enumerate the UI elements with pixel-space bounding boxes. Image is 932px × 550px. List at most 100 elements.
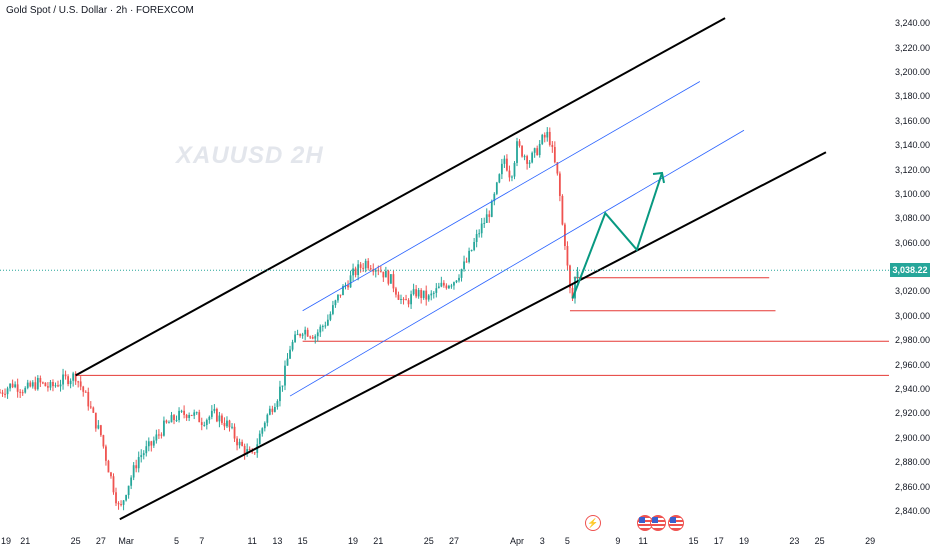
candle-body <box>470 249 473 251</box>
candle-body <box>241 441 244 446</box>
candle-body <box>435 288 438 293</box>
candle-body <box>168 422 170 424</box>
candle-body <box>558 173 561 196</box>
candle-body <box>352 268 354 276</box>
candle-body <box>69 380 72 385</box>
candle-body <box>503 158 506 164</box>
candle-body <box>395 288 397 295</box>
candle-body <box>125 495 127 501</box>
price-tick-label: 2,840.00 <box>895 505 931 516</box>
candle-body <box>72 373 75 381</box>
time-tick-label: 15 <box>688 536 699 546</box>
candle-body <box>248 449 251 451</box>
candle-body <box>84 391 87 393</box>
time-tick-label: 5 <box>564 536 570 546</box>
symbol-watermark: XAUUSD 2H <box>176 142 324 169</box>
price-tick-label: 2,880.00 <box>895 457 931 468</box>
candle-body <box>546 131 549 138</box>
candle-body <box>349 275 352 288</box>
price-tick-label: 2,960.00 <box>895 359 931 370</box>
candle-body <box>34 382 37 390</box>
price-tick-label: 2,940.00 <box>895 383 931 394</box>
price-tick-label: 2,980.00 <box>895 335 931 346</box>
candle-body <box>334 300 337 306</box>
current-price-tag: 3,038.22 <box>890 263 930 278</box>
candle-body <box>279 386 281 402</box>
candle-body <box>301 334 304 336</box>
candle-body <box>536 148 539 156</box>
time-tick-label: 25 <box>70 536 81 546</box>
candle-body <box>16 384 19 392</box>
candle-body <box>294 334 296 343</box>
price-tick-label: 3,180.00 <box>895 91 931 102</box>
candle-body <box>132 465 135 478</box>
time-tick-label: Apr <box>509 536 525 546</box>
candle-body <box>458 277 460 281</box>
candle-body <box>236 438 238 446</box>
candle-body <box>39 377 42 383</box>
candle-body <box>311 337 314 339</box>
candle-body <box>160 434 163 436</box>
candle-body <box>511 176 513 178</box>
candle-body <box>498 174 501 183</box>
candle-body <box>553 146 556 163</box>
symbol-title: Gold Spot / U.S. Dollar · 2h · FOREXCOM <box>6 5 194 16</box>
candle-body <box>64 374 67 377</box>
price-tick-label: 3,080.00 <box>895 213 931 224</box>
candle-body <box>200 422 203 426</box>
candle-body <box>41 382 44 384</box>
candle-body <box>163 420 165 436</box>
candle-body <box>551 144 554 147</box>
candle-body <box>571 288 574 299</box>
candle-body <box>228 420 231 428</box>
candle-body <box>140 455 143 458</box>
candle-body <box>508 170 511 178</box>
candle-body <box>203 424 206 426</box>
time-tick-label: 25 <box>423 536 434 546</box>
candle-body <box>62 374 64 385</box>
candle-body <box>440 282 443 287</box>
candle-body <box>210 410 213 417</box>
time-axis[interactable] <box>0 530 932 550</box>
price-chart[interactable] <box>0 0 889 530</box>
candle-body <box>485 214 488 223</box>
candle-body <box>4 393 6 395</box>
candle-body <box>215 408 218 422</box>
candle-body <box>246 449 249 455</box>
candle-body <box>233 426 236 439</box>
candle-body <box>304 329 307 335</box>
lightning-icon[interactable]: ⚡ <box>585 515 601 531</box>
candle-body <box>569 265 571 289</box>
candle-body <box>54 385 57 387</box>
candle-body <box>243 445 246 455</box>
candle-body <box>506 158 508 171</box>
candle-body <box>99 425 102 436</box>
candle-body <box>175 420 178 422</box>
time-tick-label: 21 <box>373 536 384 546</box>
candle-body <box>0 392 1 394</box>
us-flag-icon[interactable] <box>650 515 666 531</box>
candle-body <box>445 285 448 289</box>
candle-body <box>19 391 22 393</box>
time-tick-label: 7 <box>199 536 205 546</box>
candle-body <box>475 234 478 242</box>
candle-body <box>432 292 435 294</box>
us-flag-icon[interactable] <box>668 515 684 531</box>
candle-body <box>316 332 319 337</box>
candle-body <box>556 162 559 174</box>
time-tick-label: 11 <box>638 536 648 546</box>
candle-body <box>120 504 122 506</box>
candle-body <box>178 410 180 421</box>
candle-body <box>102 435 105 447</box>
candle-body <box>326 319 329 326</box>
candle-body <box>521 145 523 157</box>
candle-body <box>495 182 498 194</box>
candle-body <box>157 434 160 436</box>
candle-body <box>390 274 392 284</box>
candle-body <box>321 326 324 328</box>
candle-body <box>523 156 526 158</box>
candle-body <box>357 264 360 276</box>
candle-body <box>263 422 266 429</box>
projection-path <box>571 171 666 299</box>
